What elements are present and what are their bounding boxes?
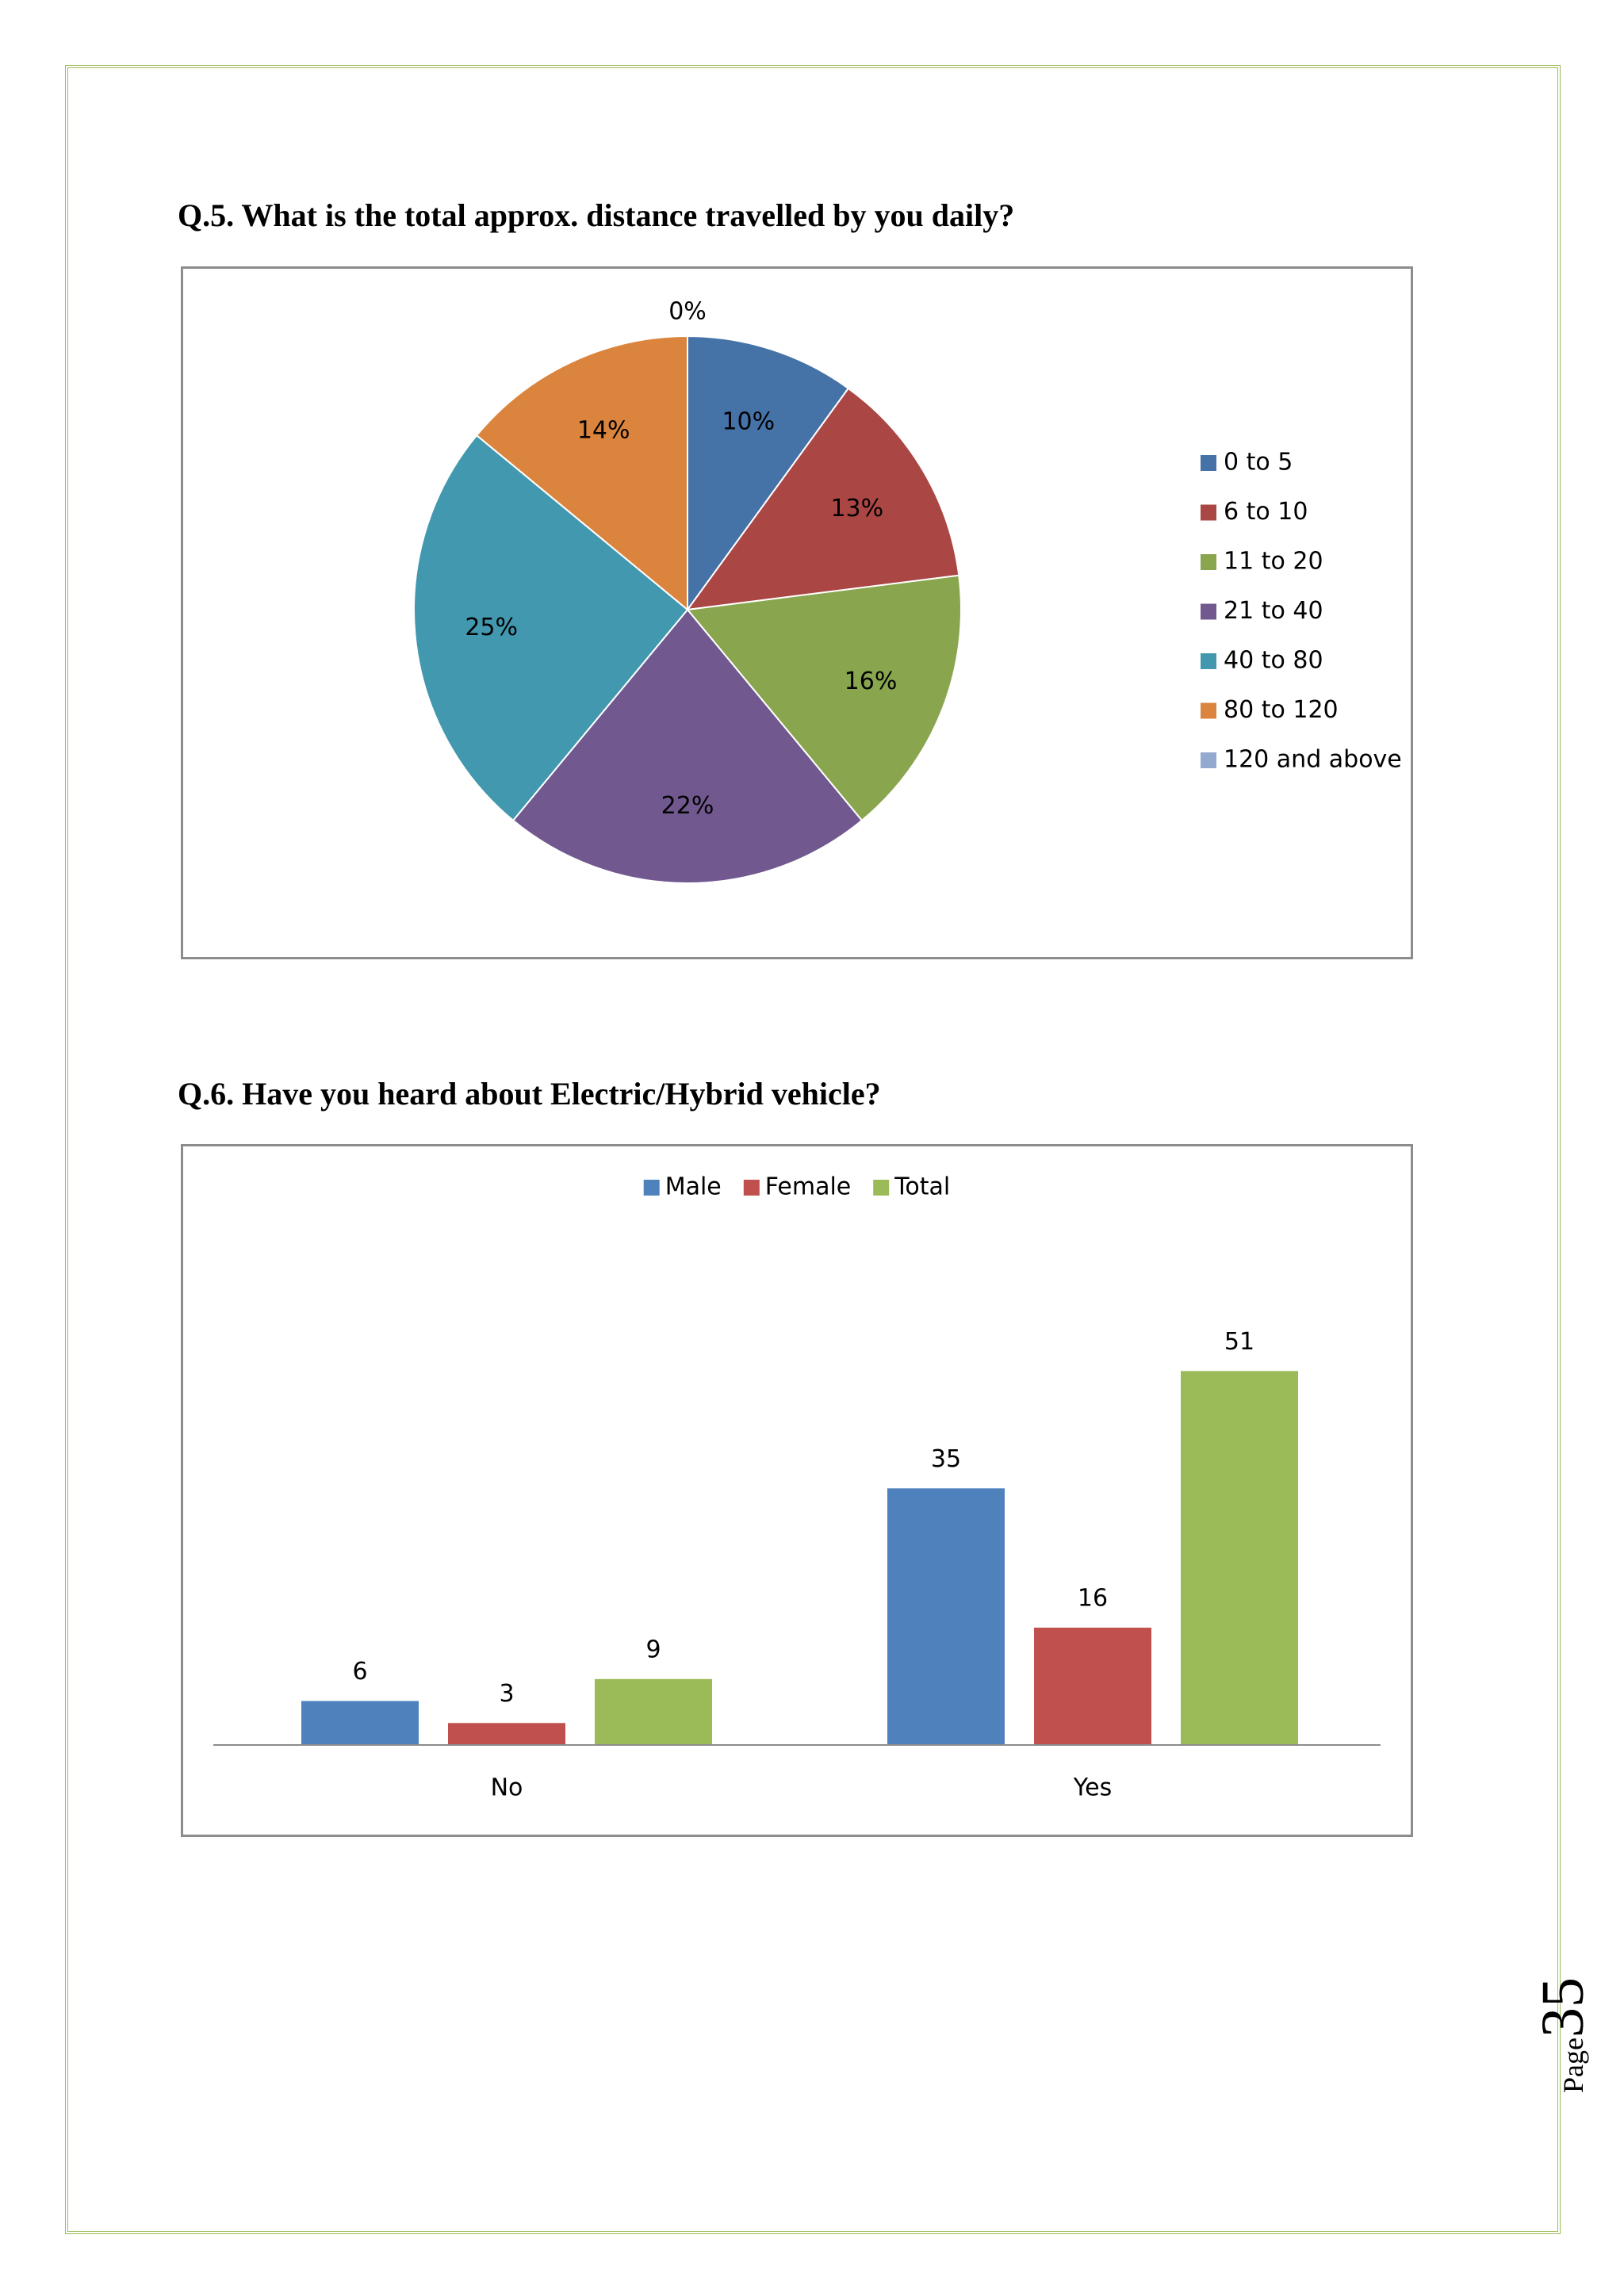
legend-label-120-and-above: 120 and above bbox=[1224, 746, 1402, 774]
legend-swatch-40-to-80 bbox=[1201, 653, 1216, 669]
page-number: Page35 bbox=[1529, 1977, 1598, 2093]
pie-label-6-to-10: 13% bbox=[830, 495, 883, 522]
pie-slice-6-to-10 bbox=[685, 387, 960, 611]
bar-value-yes-total: 51 bbox=[1224, 1328, 1254, 1356]
legend-swatch-21-to-40 bbox=[1201, 603, 1216, 620]
legend-swatch-male bbox=[643, 1180, 660, 1196]
legend-swatch-6-to-10 bbox=[1201, 504, 1216, 521]
bar-yes-female bbox=[1034, 1628, 1151, 1745]
q6-question: Q.6. Have you heard about Electric/Hybri… bbox=[178, 1076, 881, 1112]
page-label: Page bbox=[1557, 2038, 1589, 2093]
bar-no-total bbox=[595, 1678, 712, 1746]
x-tick-label-no: No bbox=[491, 1774, 523, 1802]
legend-swatch-80-to-120 bbox=[1201, 702, 1216, 719]
legend-label-80-to-120: 80 to 120 bbox=[1224, 696, 1339, 724]
pie-label-11-to-20: 16% bbox=[845, 668, 898, 695]
x-tick-label-yes: Yes bbox=[1073, 1774, 1112, 1802]
legend-swatch-total bbox=[873, 1180, 890, 1196]
legend-label-11-to-20: 11 to 20 bbox=[1224, 548, 1323, 576]
legend-swatch-11-to-20 bbox=[1201, 554, 1216, 570]
legend-label-40-to-80: 40 to 80 bbox=[1224, 647, 1323, 675]
legend-label-0-to-5: 0 to 5 bbox=[1224, 449, 1293, 476]
pie-slice-21-to-40 bbox=[511, 608, 864, 884]
pie-slice-80-to-120 bbox=[475, 335, 688, 612]
pie-label-21-to-40: 22% bbox=[661, 792, 714, 820]
q5-question: Q.5. What is the total approx. distance … bbox=[178, 197, 1015, 233]
bar-chart: Male Female Total 6 3 9 35 16 51 No Yes bbox=[213, 1173, 1381, 1802]
pie-slice-40-to-80 bbox=[413, 434, 689, 822]
pie-chart-frame: 10% 13% 16% 22% 25% 14% 0% 0 to 5 6 to 10 11 to … bbox=[181, 266, 1413, 959]
pie-label-0-to-5: 10% bbox=[722, 408, 775, 435]
bar-value-no-male: 6 bbox=[352, 1658, 367, 1686]
bar-yes-male bbox=[887, 1488, 1005, 1746]
legend-label-total: Total bbox=[894, 1173, 950, 1201]
pie-label-120-and-above: 0% bbox=[668, 298, 707, 326]
legend-swatch-0-to-5 bbox=[1201, 455, 1216, 471]
bar-no-male bbox=[301, 1701, 419, 1745]
bar-no-female bbox=[448, 1723, 565, 1746]
bar-value-yes-male: 35 bbox=[931, 1445, 961, 1473]
bar-yes-total bbox=[1181, 1371, 1298, 1746]
legend-label-21-to-40: 21 to 40 bbox=[1224, 597, 1323, 625]
pie-chart: 10% 13% 16% 22% 25% 14% 0% 0 to 5 6 to 10 11 to … bbox=[413, 298, 1402, 884]
page-border bbox=[65, 65, 1561, 2234]
legend-swatch-120-and-above bbox=[1201, 752, 1216, 768]
pie-slice-11-to-20 bbox=[686, 574, 962, 822]
pie-slice-0-to-5 bbox=[687, 335, 850, 613]
legend-swatch-female bbox=[743, 1180, 760, 1196]
pie-label-80-to-120: 14% bbox=[577, 417, 630, 445]
legend-label-female: Female bbox=[765, 1173, 851, 1201]
bar-value-yes-female: 16 bbox=[1078, 1585, 1108, 1613]
bar-value-no-female: 3 bbox=[499, 1680, 514, 1708]
bar-chart-frame: Male Female Total 6 3 9 35 16 51 No Yes bbox=[181, 1144, 1413, 1837]
legend-label-male: Male bbox=[665, 1173, 722, 1201]
pie-label-40-to-80: 25% bbox=[465, 614, 518, 641]
bar-value-no-total: 9 bbox=[645, 1636, 661, 1663]
page-number-value: 35 bbox=[1530, 1977, 1596, 2038]
legend-label-6-to-10: 6 to 10 bbox=[1224, 498, 1308, 526]
